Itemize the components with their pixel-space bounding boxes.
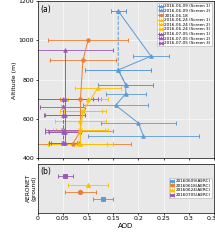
Text: (a): (a)	[40, 5, 51, 14]
Legend: 2016-06-09 (Screen 1), 2016-06-09 (Screen 2), 2016-06-18, 2016-06-24 (Screen 1),: 2016-06-09 (Screen 1), 2016-06-09 (Scree…	[157, 3, 212, 46]
Y-axis label: AERONET
(ground): AERONET (ground)	[26, 174, 36, 202]
X-axis label: AOD: AOD	[118, 223, 133, 228]
Legend: 20160609(AERC), 20160618(AERC), 20160624(AERC), 20160705(AERC): 20160609(AERC), 20160618(AERC), 20160624…	[169, 178, 212, 198]
Y-axis label: Altitude (m): Altitude (m)	[12, 61, 17, 98]
Text: (b): (b)	[40, 168, 51, 176]
